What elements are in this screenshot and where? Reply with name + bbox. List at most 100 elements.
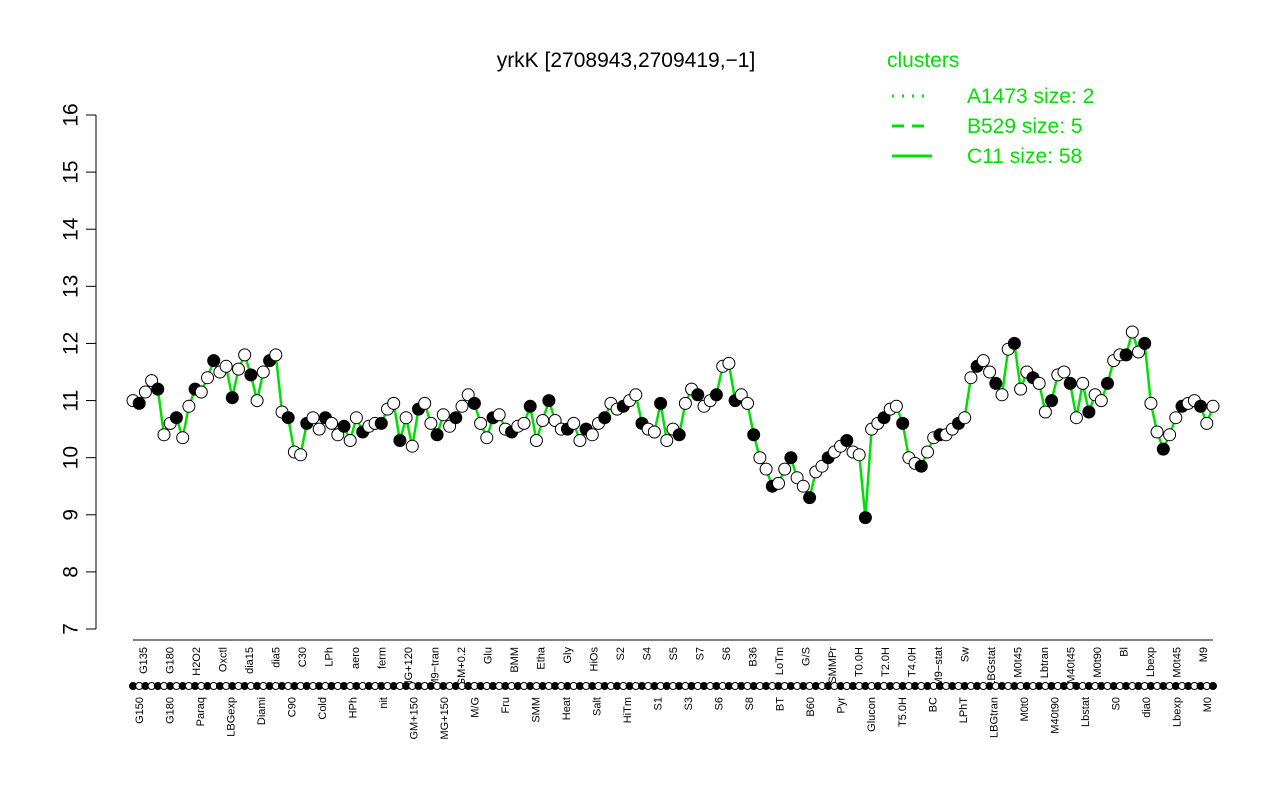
data-point bbox=[455, 399, 469, 413]
x-tick-label: Glu bbox=[482, 647, 494, 664]
x-tick-label: LBGstat bbox=[986, 647, 998, 687]
x-tick-label: S6 bbox=[714, 697, 726, 710]
legend-label-c11: C11 size: 58 bbox=[967, 145, 1082, 168]
data-point bbox=[480, 431, 494, 445]
data-point bbox=[567, 416, 581, 430]
x-tick-label: M9−stat bbox=[933, 647, 945, 686]
data-point bbox=[1144, 396, 1158, 410]
x-tick-label: BMM bbox=[509, 647, 521, 673]
x-tick-label: Lbexp bbox=[1145, 647, 1157, 677]
data-point bbox=[976, 354, 990, 368]
data-point bbox=[1138, 336, 1152, 350]
data-point bbox=[852, 448, 866, 462]
data-point bbox=[1156, 442, 1170, 456]
data-point bbox=[889, 399, 903, 413]
x-tick-label: Etha bbox=[535, 646, 547, 670]
data-point bbox=[753, 451, 767, 465]
x-tick-label: Diami bbox=[256, 697, 268, 725]
data-point bbox=[1101, 376, 1114, 390]
data-point bbox=[207, 354, 221, 368]
data-point bbox=[759, 462, 773, 476]
x-tick-label: M40t45 bbox=[1065, 647, 1077, 684]
y-tick-label: 16 bbox=[59, 103, 82, 126]
data-point bbox=[225, 391, 239, 405]
x-tick-label: MG+120 bbox=[403, 647, 415, 690]
x-tick-label: G150 bbox=[134, 697, 146, 724]
y-tick-label: 15 bbox=[59, 160, 82, 183]
data-point bbox=[374, 416, 388, 430]
data-point bbox=[523, 399, 537, 413]
data-point bbox=[349, 411, 363, 425]
data-point bbox=[983, 365, 997, 379]
x-tick-label: LBGtran bbox=[988, 697, 1000, 738]
x-tick-label: LPhT bbox=[958, 697, 970, 724]
data-point bbox=[647, 425, 661, 439]
x-tick-label: S4 bbox=[641, 647, 653, 660]
data-point bbox=[176, 431, 190, 445]
data-point bbox=[238, 348, 252, 362]
y-tick-label: 10 bbox=[59, 446, 82, 469]
x-tick-label: M9−tran bbox=[429, 647, 441, 688]
data-point bbox=[989, 376, 1003, 390]
data-point bbox=[840, 434, 854, 447]
data-point bbox=[691, 388, 705, 402]
x-tick-label: MG+150 bbox=[439, 697, 451, 740]
data-point bbox=[194, 385, 208, 399]
x-tick-label: C90 bbox=[286, 697, 298, 717]
data-point bbox=[430, 428, 444, 442]
x-tick-label: S0 bbox=[1110, 697, 1122, 710]
x-tick-label: Sw bbox=[959, 647, 971, 662]
x-tick-label: S5 bbox=[668, 647, 680, 660]
x-sample-marker bbox=[1209, 682, 1217, 690]
x-tick-label: HiOs bbox=[588, 647, 600, 672]
y-tick-label: 7 bbox=[59, 623, 82, 635]
x-tick-label: M0t0 bbox=[1019, 697, 1031, 721]
x-tick-label: T4.0H bbox=[906, 647, 918, 677]
y-tick-label: 11 bbox=[59, 390, 82, 412]
x-tick-label: S3 bbox=[683, 697, 695, 710]
data-point bbox=[269, 348, 283, 362]
data-point bbox=[424, 416, 438, 430]
x-tick-label: T5.0H bbox=[897, 697, 909, 727]
x-tick-label: M0t45 bbox=[1012, 647, 1024, 678]
data-point bbox=[325, 416, 339, 430]
x-tick-label: B36 bbox=[747, 647, 759, 667]
data-point bbox=[747, 428, 761, 442]
x-tick-label: M0t90 bbox=[1092, 647, 1104, 678]
x-tick-label: LoTm bbox=[774, 647, 786, 675]
x-tick-label: ferm bbox=[376, 647, 388, 669]
data-point bbox=[418, 396, 432, 410]
x-tick-label: Pyr bbox=[836, 697, 848, 714]
chart-title: yrkK [2708943,2709419,−1] bbox=[497, 49, 756, 72]
data-point bbox=[672, 428, 686, 442]
data-point bbox=[387, 396, 401, 410]
data-point bbox=[219, 359, 233, 373]
data-point bbox=[585, 428, 599, 442]
x-tick-label: Salt bbox=[592, 697, 604, 716]
data-point bbox=[921, 445, 934, 459]
data-point bbox=[1057, 365, 1071, 379]
data-point bbox=[399, 411, 413, 425]
x-tick-label: M0 bbox=[1202, 697, 1214, 712]
data-point bbox=[169, 411, 183, 425]
data-point bbox=[1163, 428, 1177, 442]
data-point bbox=[1200, 416, 1214, 430]
x-tick-label: BT bbox=[775, 697, 787, 711]
x-tick-label: M0t45 bbox=[1171, 647, 1183, 678]
data-point bbox=[536, 414, 550, 427]
data-point bbox=[1032, 376, 1046, 390]
data-point bbox=[654, 396, 668, 410]
data-point bbox=[1206, 399, 1220, 413]
x-tick-label: Lbexp bbox=[1171, 697, 1183, 727]
x-tick-label: HiTm bbox=[622, 697, 634, 723]
y-tick-label: 13 bbox=[59, 275, 82, 298]
x-tick-label: GM+150 bbox=[408, 697, 420, 740]
data-point bbox=[449, 411, 463, 425]
data-point bbox=[232, 362, 245, 376]
data-point bbox=[914, 459, 928, 473]
data-point bbox=[393, 434, 407, 447]
data-point bbox=[1194, 399, 1208, 413]
data-point bbox=[306, 411, 320, 425]
data-point bbox=[1063, 376, 1077, 390]
